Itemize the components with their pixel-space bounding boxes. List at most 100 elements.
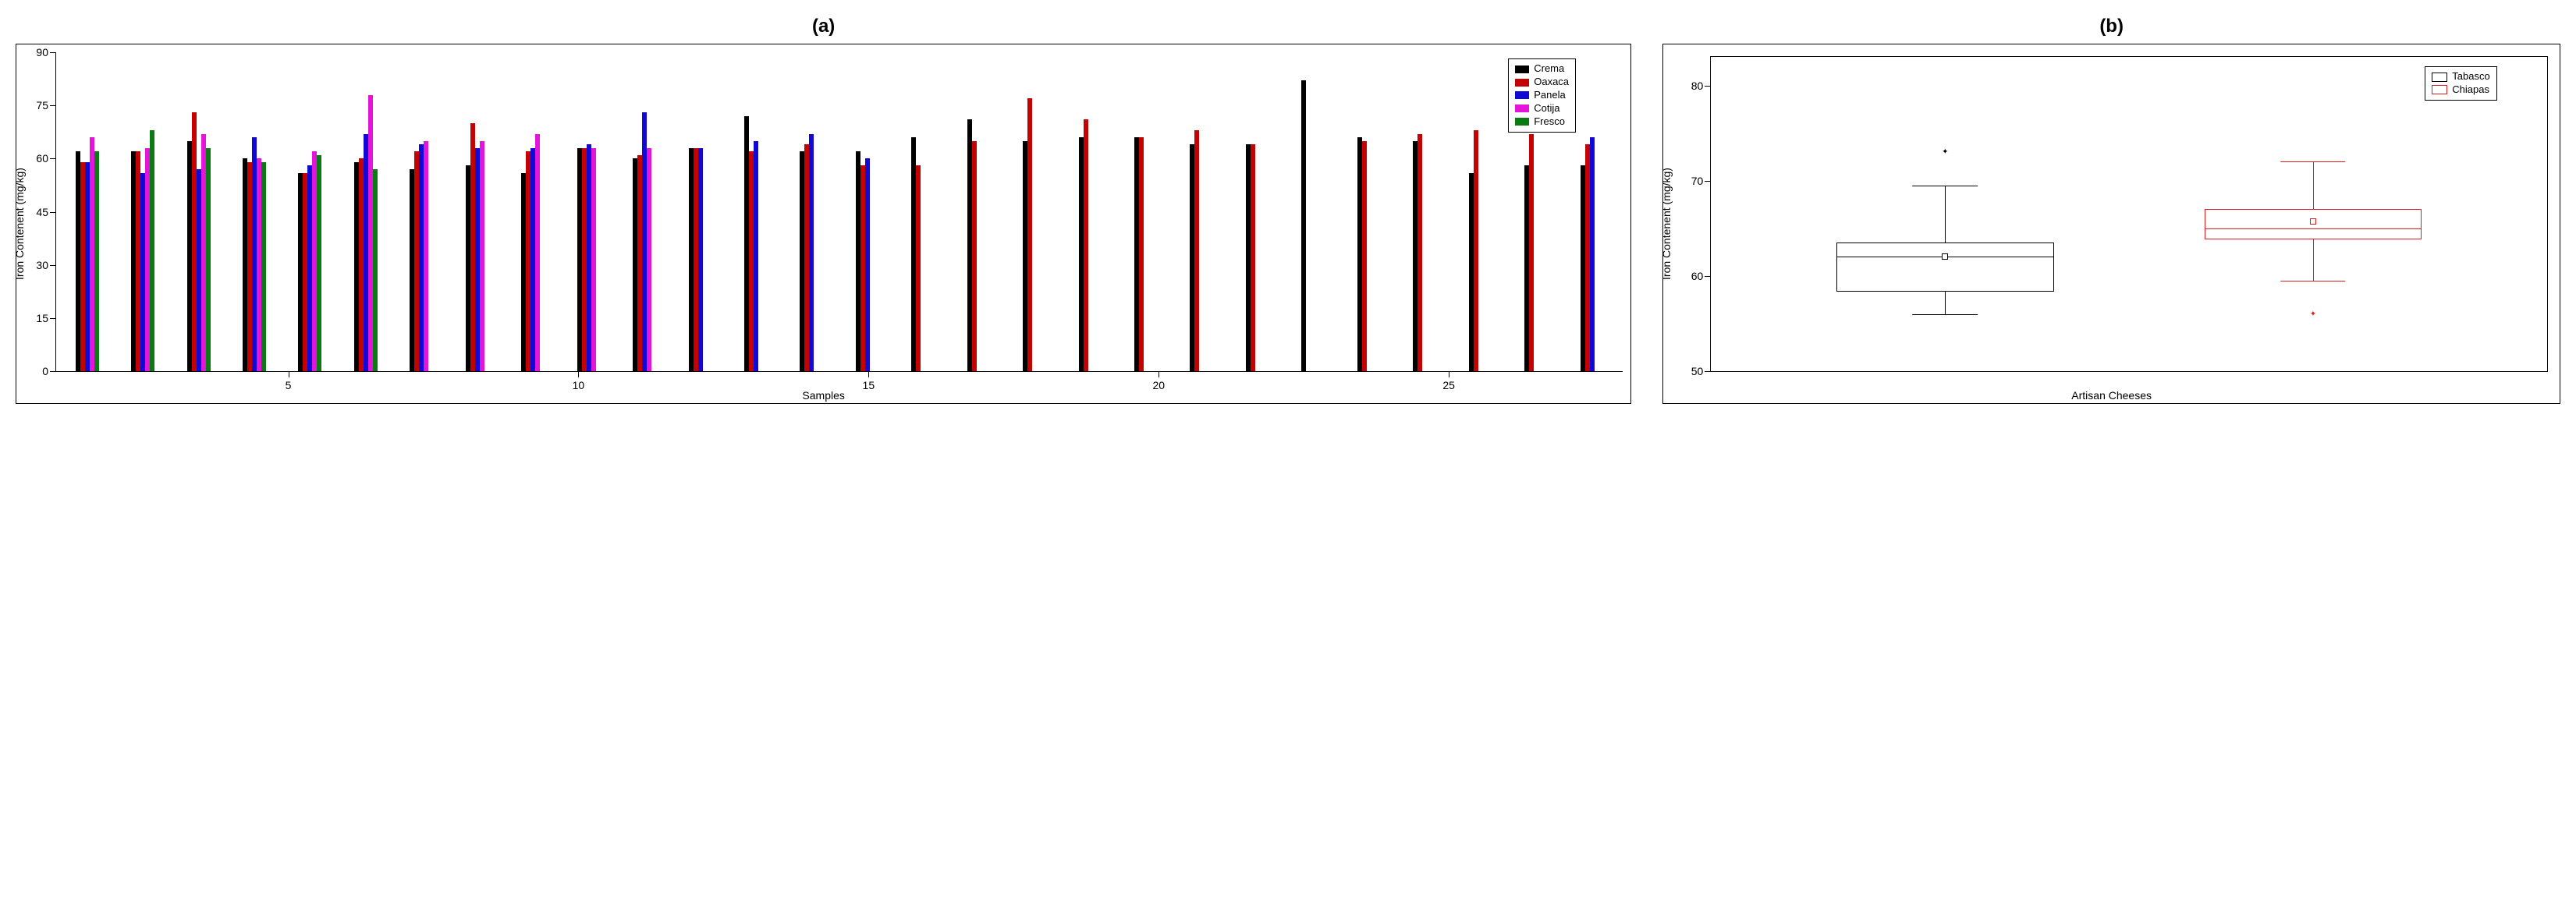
bar-chart-xlabel: Samples (802, 389, 844, 402)
sample-group (1118, 52, 1173, 371)
sample-group (115, 52, 170, 371)
legend-swatch (1515, 104, 1529, 112)
legend-label: Panela (1534, 89, 1565, 102)
legend-label: Tabasco (2452, 70, 2489, 83)
bar-fresco (261, 162, 266, 371)
box-rect (1836, 243, 2054, 292)
sample-group (616, 52, 672, 371)
sample-group (506, 52, 561, 371)
box-y-tick (1705, 181, 1711, 182)
bar-oaxaca (1084, 119, 1088, 371)
bar-x-tick-label: 20 (1152, 379, 1165, 391)
figure-container: (a) Iron Contenent (mg/kg) CremaOaxacaPa… (16, 16, 2560, 404)
box-y-tick-label: 60 (1691, 270, 1704, 282)
legend-swatch (1515, 66, 1529, 73)
sample-group (1006, 52, 1062, 371)
legend-item: Cotija (1515, 102, 1569, 115)
bar-chart-legend: CremaOaxacaPanelaCotijaFresco (1508, 58, 1576, 132)
box-tabasco: ✦ (1836, 57, 2054, 371)
bar-fresco (373, 169, 378, 371)
sample-group (1341, 52, 1396, 371)
sample-group (1063, 52, 1118, 371)
box-outlier: ✦ (2310, 310, 2316, 318)
bar-y-tick (50, 52, 56, 53)
panel-a: (a) Iron Contenent (mg/kg) CremaOaxacaPa… (16, 16, 1631, 404)
sample-group (1174, 52, 1229, 371)
bar-oaxaca (916, 165, 921, 371)
legend-label: Crema (1534, 62, 1564, 76)
bar-x-tick-label: 5 (286, 379, 292, 391)
box-y-tick-label: 80 (1691, 80, 1704, 92)
sample-group (1453, 52, 1508, 371)
sample-group (1229, 52, 1285, 371)
sample-group (896, 52, 951, 371)
bar-oaxaca (1139, 137, 1144, 371)
sample-group (672, 52, 728, 371)
bar-y-tick-label: 45 (36, 206, 48, 218)
bar-cotija (424, 141, 428, 371)
bar-x-tick-label: 25 (1442, 379, 1455, 391)
sample-group (338, 52, 393, 371)
bar-panela (1590, 137, 1595, 371)
box-y-tick-label: 50 (1691, 365, 1704, 377)
panel-a-title: (a) (16, 16, 1631, 37)
bar-fresco (317, 155, 321, 371)
bar-oaxaca (1362, 141, 1367, 371)
legend-label: Oaxaca (1534, 76, 1569, 89)
bar-crema (1301, 80, 1306, 371)
bar-panela (754, 141, 758, 371)
sample-group (561, 52, 616, 371)
bar-chart-ylabel: Iron Contenent (mg/kg) (13, 168, 26, 280)
sample-group (394, 52, 449, 371)
bar-y-tick-label: 60 (36, 152, 48, 165)
bar-oaxaca (1529, 134, 1534, 371)
bar-y-tick-label: 75 (36, 99, 48, 112)
bar-x-tick-label: 10 (573, 379, 585, 391)
legend-swatch (1515, 91, 1529, 99)
legend-label: Cotija (1534, 102, 1559, 115)
legend-swatch (2432, 73, 2447, 82)
bar-y-tick (50, 265, 56, 266)
bar-oaxaca (1418, 134, 1422, 371)
box-chiapas: ✦ (2205, 57, 2422, 371)
whisker-cap-lower (1913, 314, 1978, 315)
bar-x-tick (868, 371, 869, 377)
box-mean-marker (2310, 218, 2316, 225)
bar-x-tick (1158, 371, 1159, 377)
legend-swatch (1515, 118, 1529, 126)
bar-fresco (150, 130, 154, 371)
sample-group (951, 52, 1006, 371)
box-y-tick (1705, 86, 1711, 87)
boxplot-legend: TabascoChiapas (2425, 66, 2496, 101)
legend-item: Panela (1515, 89, 1569, 102)
bar-y-tick (50, 318, 56, 319)
legend-label: Fresco (1534, 115, 1565, 129)
boxplot-area: TabascoChiapas 50607080✦✦ (1710, 56, 2548, 372)
boxplot-frame: Iron Contenent (mg/kg) TabascoChiapas 50… (1662, 44, 2560, 404)
sample-group (784, 52, 839, 371)
whisker-lower (1945, 290, 1946, 314)
bar-y-tick-label: 15 (36, 312, 48, 324)
whisker-upper (1945, 186, 1946, 243)
sample-group (59, 52, 115, 371)
whisker-cap-upper (2280, 161, 2346, 162)
legend-item: Chiapas (2432, 83, 2489, 97)
bar-fresco (94, 151, 99, 371)
sample-group (728, 52, 783, 371)
bar-x-tick-label: 15 (863, 379, 875, 391)
legend-label: Chiapas (2452, 83, 2489, 97)
legend-item: Tabasco (2432, 70, 2489, 83)
sample-group (449, 52, 505, 371)
bar-oaxaca (1474, 130, 1478, 371)
box-y-tick (1705, 276, 1711, 277)
legend-item: Crema (1515, 62, 1569, 76)
box-outlier: ✦ (1942, 148, 1948, 157)
bar-y-tick (50, 371, 56, 372)
bar-oaxaca (1194, 130, 1199, 371)
bar-y-tick-label: 30 (36, 259, 48, 271)
legend-item: Fresco (1515, 115, 1569, 129)
box-median (2205, 228, 2422, 229)
sample-group (1397, 52, 1453, 371)
legend-swatch (2432, 85, 2447, 94)
boxplot-ylabel: Iron Contenent (mg/kg) (1660, 168, 1673, 280)
